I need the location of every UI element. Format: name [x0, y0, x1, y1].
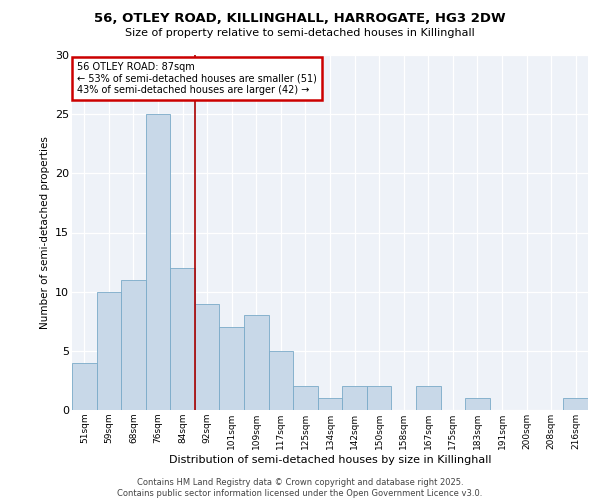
Bar [269, 351, 293, 410]
Bar [195, 304, 220, 410]
Bar [146, 114, 170, 410]
Bar [367, 386, 391, 410]
Text: Size of property relative to semi-detached houses in Killinghall: Size of property relative to semi-detach… [125, 28, 475, 38]
Bar [97, 292, 121, 410]
Bar [170, 268, 195, 410]
Bar [318, 398, 342, 410]
Text: 56 OTLEY ROAD: 87sqm
← 53% of semi-detached houses are smaller (51)
43% of semi-: 56 OTLEY ROAD: 87sqm ← 53% of semi-detac… [77, 62, 317, 96]
Bar [416, 386, 440, 410]
Bar [220, 327, 244, 410]
Y-axis label: Number of semi-detached properties: Number of semi-detached properties [40, 136, 50, 329]
Text: 56, OTLEY ROAD, KILLINGHALL, HARROGATE, HG3 2DW: 56, OTLEY ROAD, KILLINGHALL, HARROGATE, … [94, 12, 506, 26]
Bar [72, 362, 97, 410]
Bar [563, 398, 588, 410]
Bar [465, 398, 490, 410]
Bar [121, 280, 146, 410]
Text: Contains HM Land Registry data © Crown copyright and database right 2025.
Contai: Contains HM Land Registry data © Crown c… [118, 478, 482, 498]
Bar [293, 386, 318, 410]
Bar [244, 316, 269, 410]
X-axis label: Distribution of semi-detached houses by size in Killinghall: Distribution of semi-detached houses by … [169, 454, 491, 464]
Bar [342, 386, 367, 410]
